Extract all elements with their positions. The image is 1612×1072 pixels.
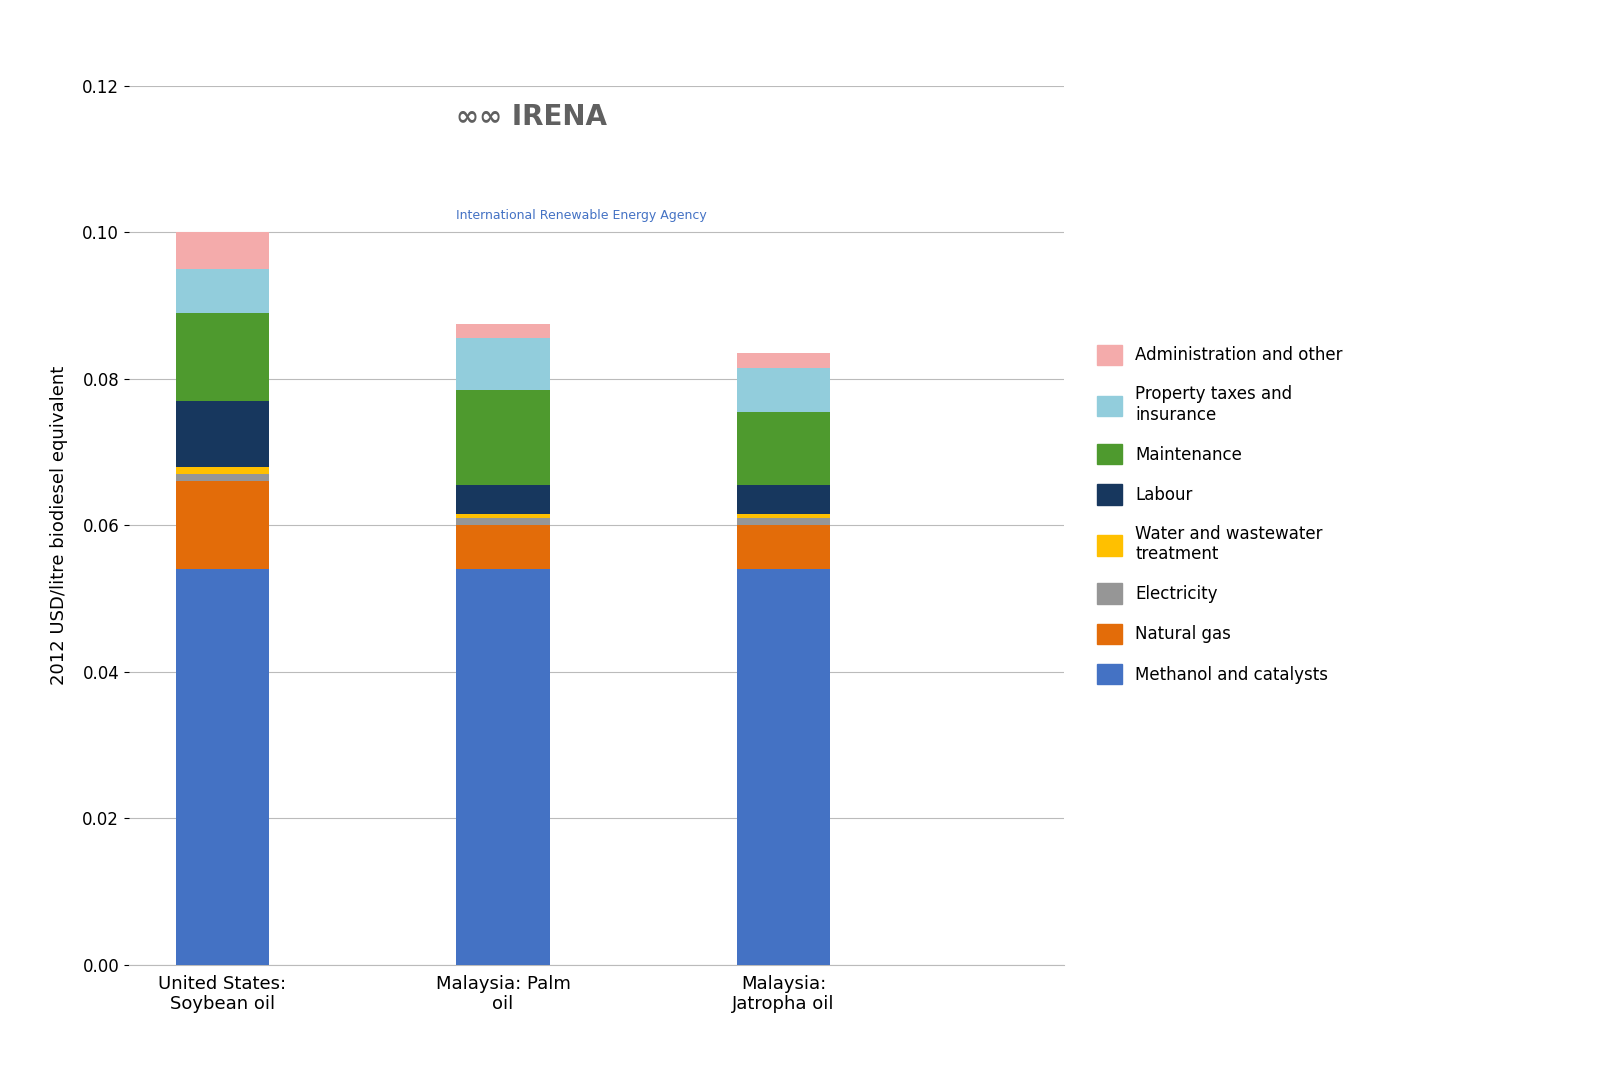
Text: ∞∞ IRENA: ∞∞ IRENA	[456, 103, 608, 132]
Bar	[456, 569, 550, 965]
Bar	[176, 474, 269, 481]
Bar	[176, 313, 269, 401]
Bar	[737, 485, 830, 515]
Bar	[176, 269, 269, 313]
Bar	[176, 466, 269, 474]
Bar	[456, 339, 550, 390]
Bar	[176, 233, 269, 269]
Bar	[737, 515, 830, 518]
Bar	[737, 368, 830, 412]
Bar	[456, 518, 550, 525]
Bar	[456, 525, 550, 569]
Bar	[737, 412, 830, 485]
Y-axis label: 2012 USD/litre biodiesel equivalent: 2012 USD/litre biodiesel equivalent	[50, 366, 68, 685]
Bar	[737, 518, 830, 525]
Legend: Administration and other, Property taxes and
insurance, Maintenance, Labour, Wat: Administration and other, Property taxes…	[1088, 337, 1351, 693]
Bar	[176, 481, 269, 569]
Bar	[456, 390, 550, 485]
Bar	[456, 515, 550, 518]
Bar	[176, 401, 269, 466]
Bar	[737, 569, 830, 965]
Bar	[456, 324, 550, 339]
Bar	[737, 353, 830, 368]
Text: International Renewable Energy Agency: International Renewable Energy Agency	[456, 209, 708, 222]
Bar	[737, 525, 830, 569]
Bar	[176, 569, 269, 965]
Bar	[456, 485, 550, 515]
